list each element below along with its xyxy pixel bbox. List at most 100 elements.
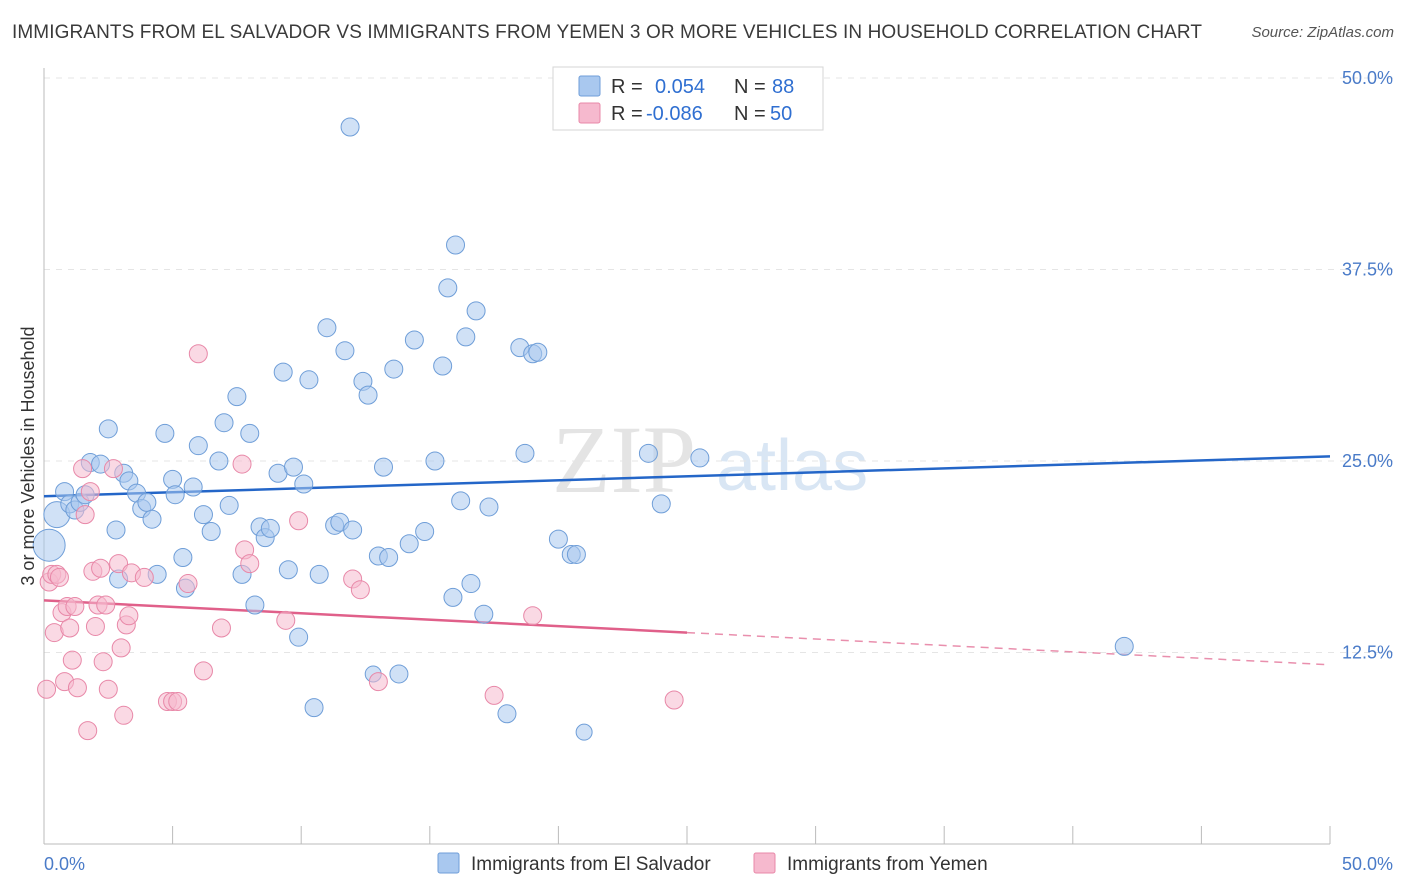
point-el-salvador	[515, 443, 535, 463]
point-el-salvador	[32, 528, 66, 562]
watermark-zip: ZIP	[552, 406, 696, 513]
legend-r-label-2: R =	[611, 103, 643, 125]
y-axis-title: 3 or more Vehicles in Household	[18, 326, 38, 585]
chart-title: IMMIGRANTS FROM EL SALVADOR VS IMMIGRANT…	[12, 22, 1203, 43]
point-yemen	[91, 558, 111, 578]
point-el-salvador	[404, 330, 424, 350]
point-yemen	[178, 574, 198, 594]
point-el-salvador	[461, 574, 481, 594]
trendline-yemen	[43, 599, 688, 634]
point-yemen	[368, 672, 388, 692]
point-el-salvador	[443, 587, 463, 607]
point-yemen	[65, 597, 85, 617]
watermark-atlas: atlas	[716, 426, 868, 506]
point-el-salvador	[98, 419, 118, 439]
point-el-salvador	[188, 436, 208, 456]
legend-n-label-2: N =	[734, 103, 766, 125]
point-el-salvador	[209, 451, 229, 471]
point-el-salvador	[335, 341, 355, 361]
point-yemen	[93, 652, 113, 672]
point-el-salvador	[183, 477, 203, 497]
point-el-salvador	[379, 548, 399, 568]
point-yemen	[232, 454, 252, 474]
point-el-salvador	[173, 548, 193, 568]
point-yemen	[67, 678, 87, 698]
point-el-salvador	[690, 448, 710, 468]
point-el-salvador	[142, 509, 162, 529]
point-el-salvador	[283, 457, 303, 477]
point-yemen	[75, 505, 95, 525]
point-yemen	[168, 692, 188, 712]
y-tick-label: 12.5%	[1342, 643, 1393, 663]
point-el-salvador	[433, 356, 453, 376]
point-yemen	[523, 606, 543, 626]
series-legend-label-el-salvador: Immigrants from El Salvador	[471, 854, 711, 875]
point-el-salvador	[240, 423, 260, 443]
point-el-salvador	[446, 235, 466, 255]
point-el-salvador	[219, 495, 239, 515]
point-yemen	[37, 679, 57, 699]
point-yemen	[80, 482, 100, 502]
point-el-salvador	[415, 521, 435, 541]
legend-r-value-1: 0.054	[655, 76, 705, 98]
trendlines	[43, 455, 1331, 666]
point-el-salvador	[343, 520, 363, 540]
point-yemen	[134, 567, 154, 587]
correlation-legend: R = 0.054 N = 88 R = -0.086 N = 50	[552, 66, 824, 131]
point-yemen	[188, 344, 208, 364]
point-yemen	[119, 606, 139, 626]
point-el-salvador	[278, 560, 298, 580]
trendline-yemen-extrapolated	[686, 631, 1331, 666]
point-el-salvador	[479, 497, 499, 517]
x-tick-label-max: 50.0%	[1342, 854, 1393, 874]
x-tick-label-min: 0.0%	[44, 854, 85, 874]
point-el-salvador	[389, 664, 409, 684]
point-yemen	[211, 618, 231, 638]
point-yemen	[49, 567, 69, 587]
point-el-salvador	[317, 318, 337, 338]
point-yemen	[111, 638, 131, 658]
point-el-salvador	[466, 301, 486, 321]
point-el-salvador	[1114, 636, 1134, 656]
point-el-salvador	[227, 387, 247, 407]
point-yemen	[60, 618, 80, 638]
point-yemen	[98, 679, 118, 699]
point-yemen	[96, 595, 116, 615]
point-el-salvador	[294, 474, 314, 494]
legend-n-value-1: 88	[772, 76, 794, 98]
point-el-salvador	[260, 518, 280, 538]
point-el-salvador	[638, 443, 658, 463]
trendline-el-salvador	[43, 455, 1331, 498]
point-el-salvador	[425, 451, 445, 471]
legend-r-value-2: -0.086	[646, 103, 703, 125]
point-el-salvador	[137, 492, 157, 512]
point-el-salvador	[384, 359, 404, 379]
point-el-salvador	[304, 698, 324, 718]
point-el-salvador	[245, 595, 265, 615]
point-el-salvador	[651, 494, 671, 514]
legend-swatch-blue	[578, 75, 601, 97]
series-legend-swatch-yemen	[753, 852, 776, 874]
point-yemen	[240, 554, 260, 574]
point-el-salvador	[309, 564, 329, 584]
source-credit: Source: ZipAtlas.com	[1251, 24, 1394, 41]
point-el-salvador	[214, 413, 234, 433]
point-el-salvador	[358, 385, 378, 405]
point-el-salvador	[548, 529, 568, 549]
point-el-salvador	[456, 327, 476, 347]
point-yemen	[289, 511, 309, 531]
legend-swatch-pink	[578, 102, 601, 124]
series-legend: Immigrants from El Salvador Immigrants f…	[437, 852, 988, 875]
point-el-salvador	[528, 342, 548, 362]
point-el-salvador	[106, 520, 126, 540]
legend-n-label-1: N =	[734, 76, 766, 98]
point-el-salvador	[374, 457, 394, 477]
point-el-salvador	[165, 485, 185, 505]
point-yemen	[114, 705, 134, 725]
point-yemen	[62, 650, 82, 670]
series-legend-label-yemen: Immigrants from Yemen	[787, 854, 988, 875]
point-el-salvador	[299, 370, 319, 390]
legend-n-value-2: 50	[770, 103, 792, 125]
point-yemen	[484, 685, 504, 705]
